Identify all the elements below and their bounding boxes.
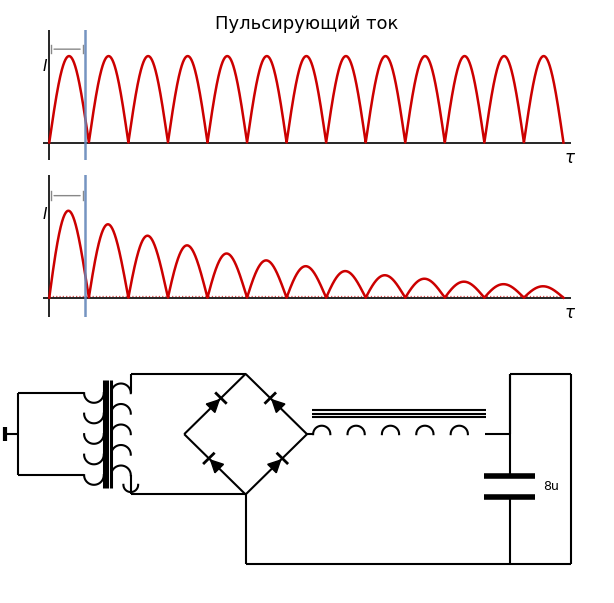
Polygon shape	[268, 460, 281, 473]
Polygon shape	[272, 400, 285, 412]
Text: τ: τ	[565, 305, 575, 322]
Text: Пульсирующий ток: Пульсирующий ток	[216, 15, 398, 33]
Polygon shape	[211, 460, 223, 473]
Text: 8u: 8u	[543, 481, 559, 493]
Text: I: I	[43, 207, 47, 222]
Polygon shape	[206, 400, 219, 412]
Text: I: I	[43, 59, 47, 74]
Text: τ: τ	[565, 148, 575, 166]
